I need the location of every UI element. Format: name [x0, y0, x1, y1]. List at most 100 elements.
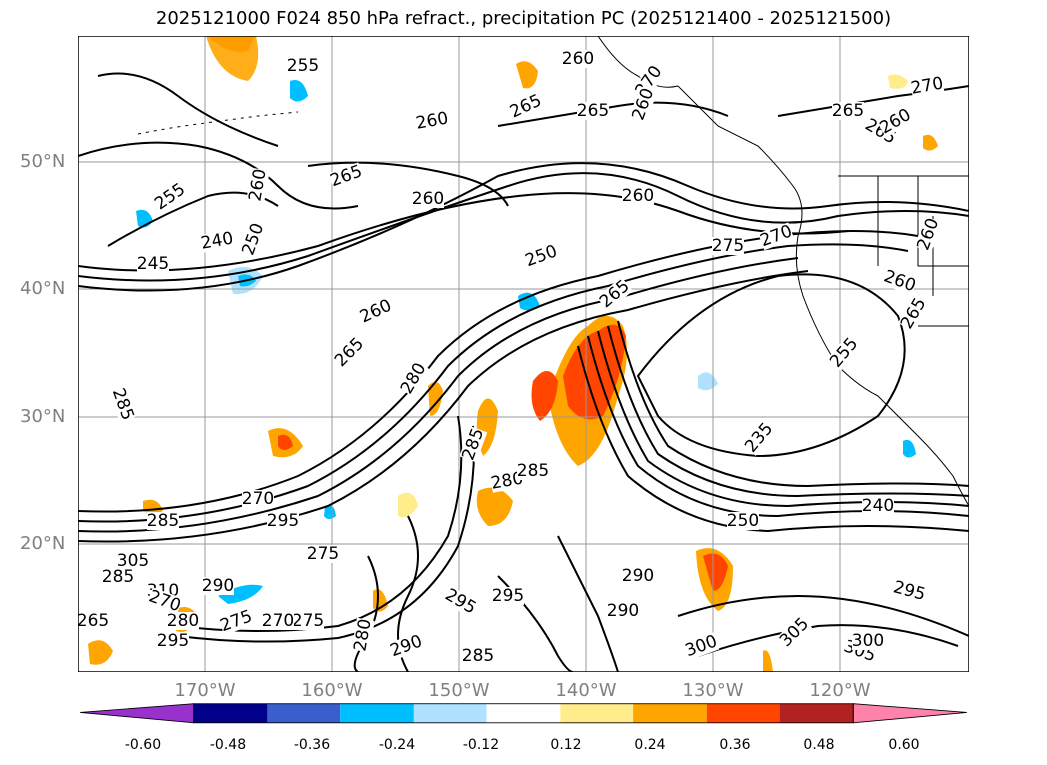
colorbar-frame — [193, 703, 854, 724]
coastlines — [137, 36, 969, 507]
contour-label-bg — [147, 512, 179, 530]
colorbar-tick: -0.48 — [209, 737, 247, 753]
contour-label-bg — [841, 637, 878, 666]
colorbar-bin — [560, 703, 634, 723]
contour-label-bg — [741, 419, 777, 456]
contour-line — [677, 594, 969, 637]
colorbar-tick: 0.24 — [634, 737, 666, 753]
contour-label-bg — [388, 632, 425, 661]
precip-patch — [888, 74, 908, 89]
contour-line — [78, 257, 799, 533]
colorbar-bin — [267, 703, 341, 723]
contour-label-bg — [78, 612, 109, 630]
contour-label-bg — [102, 568, 134, 586]
contour-label-bg — [307, 545, 339, 563]
contour-label-bg — [832, 102, 864, 120]
contour-line — [78, 172, 969, 282]
contour-label-bg — [167, 612, 199, 630]
contour-label-bg — [881, 267, 918, 296]
lon-label-140w: 140°W — [555, 680, 617, 701]
precip-patch — [531, 371, 558, 421]
contour-label-bg — [459, 426, 488, 463]
colorbar-bin — [193, 703, 268, 723]
contour-label-bg — [683, 632, 720, 661]
contour-label-bg — [862, 115, 899, 148]
contour-label-bg — [462, 647, 494, 665]
precip-patch — [518, 292, 540, 311]
contour-label-bg — [137, 255, 169, 273]
colorbar-tick: 0.12 — [550, 737, 582, 753]
precip-shading — [88, 36, 938, 672]
colorbar-tick: -0.24 — [378, 737, 416, 753]
colorbar-tick: -0.60 — [124, 737, 162, 753]
contour-line — [177, 415, 463, 632]
contour-line — [307, 161, 509, 207]
precip-patch — [218, 584, 263, 604]
contour-label-bg — [242, 490, 274, 508]
contour-label: 295 — [267, 511, 299, 531]
contour-label: 290 — [202, 576, 234, 596]
contour-label: 290 — [607, 601, 639, 621]
lat-label-50n: 50°N — [20, 151, 66, 172]
contour-label: 285 — [517, 461, 549, 481]
lon-label-150w: 150°W — [428, 680, 490, 701]
contour-line — [777, 85, 969, 117]
contour-label: 245 — [137, 254, 169, 274]
contour-label: 260 — [412, 189, 444, 209]
colorbar-bin — [486, 703, 561, 723]
precip-patch — [763, 650, 773, 672]
contour-label-bg — [776, 614, 813, 651]
contour-label: 285 — [147, 511, 179, 531]
precip-patch — [923, 134, 938, 151]
contour-label-bg — [146, 587, 183, 616]
lon-label-170w: 170°W — [174, 680, 236, 701]
contour-label-bg — [596, 276, 633, 312]
contour-label: 275 — [712, 236, 744, 256]
contour-label-bg — [489, 469, 525, 493]
contour-label-bg — [351, 617, 375, 653]
contour-label-bg — [897, 295, 930, 332]
precip-patch — [516, 61, 538, 89]
colorbar-extend-low — [80, 703, 195, 724]
precip-patch — [278, 434, 293, 450]
contour-label: 275 — [292, 611, 324, 631]
contour-label-bg — [202, 577, 234, 595]
alaska-coast — [597, 36, 969, 507]
contour-label-bg — [412, 190, 444, 208]
contour-label: 285 — [102, 567, 134, 587]
contour-label-bg — [357, 296, 395, 327]
colorbar-bin — [706, 703, 780, 723]
colorbar-bin — [413, 703, 487, 723]
contour-label-bg — [727, 512, 759, 530]
contour-label-bg — [292, 612, 324, 630]
precip-patch — [290, 80, 308, 102]
map-panel: 260 265 265 270 250 255 265 260 255 240 245 260 250 2… — [78, 36, 969, 672]
colorbar-bin — [340, 703, 414, 723]
contour-label-bg — [151, 180, 189, 214]
precip-patch — [88, 640, 113, 665]
state-lines — [877, 176, 969, 327]
contour-label-bg — [157, 632, 189, 650]
contour-line — [78, 141, 359, 210]
contour-label-bg — [607, 602, 639, 620]
contour-label: 265 — [832, 101, 864, 121]
contour-label: 280 — [167, 611, 199, 631]
contour-label: 255 — [287, 56, 319, 76]
lat-label-40n: 40°N — [20, 278, 66, 299]
contour-line — [78, 270, 809, 543]
lat-label-20n: 20°N — [20, 533, 66, 554]
contour-label: 275 — [307, 544, 339, 564]
colorbar-tick: 0.36 — [719, 737, 751, 753]
lon-label-160w: 160°W — [301, 680, 363, 701]
contour-line — [78, 162, 969, 292]
contour-label-bg — [507, 91, 545, 122]
contour-line — [697, 624, 959, 657]
lon-label-120w: 120°W — [809, 680, 871, 701]
map-title: 2025121000 F024 850 hPa refract., precip… — [155, 8, 892, 29]
contour-label-bg — [909, 74, 945, 98]
lon-label-130w: 130°W — [682, 680, 744, 701]
contour-label-bg — [914, 216, 943, 253]
contour-label: 260 — [622, 186, 654, 206]
contour-label-bg — [758, 222, 795, 251]
